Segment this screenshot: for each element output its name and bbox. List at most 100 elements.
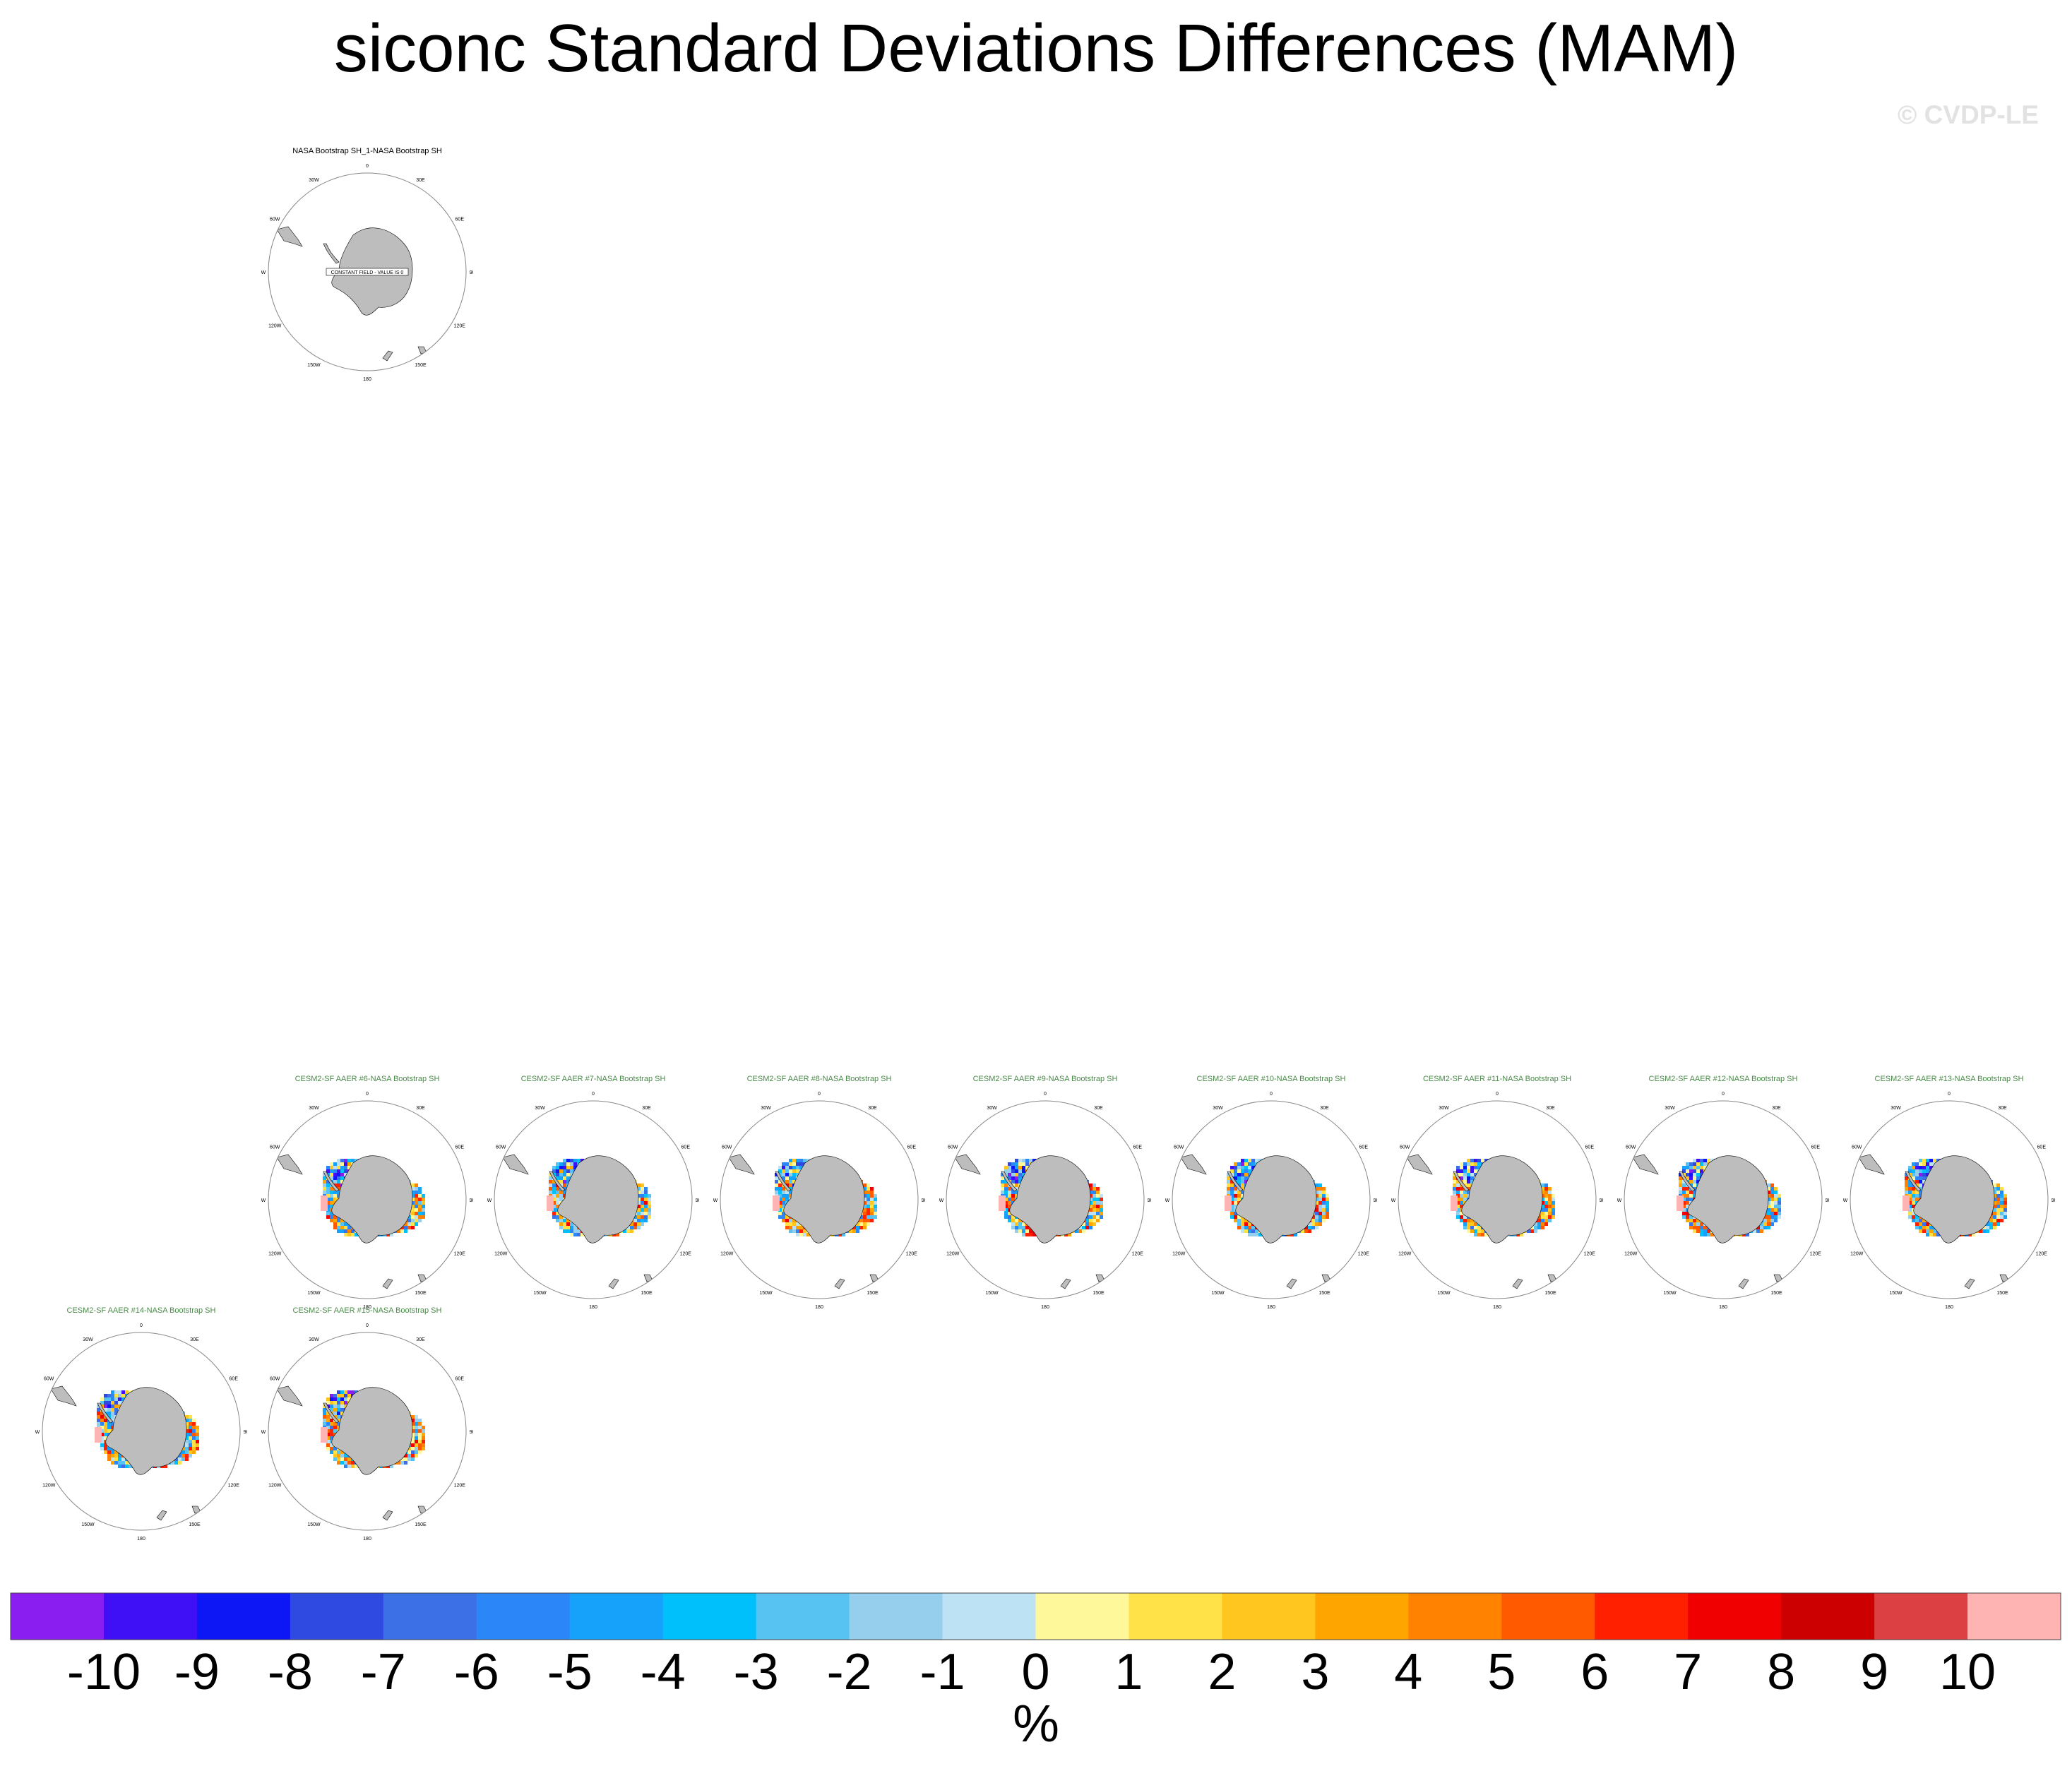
colorbar-swatch: [103, 1593, 198, 1640]
longitude-label: 60E: [681, 1145, 691, 1150]
sea-ice-cell: [340, 1173, 344, 1176]
sea-ice-cell: [775, 1187, 778, 1191]
sea-ice-cell: [2000, 1201, 2003, 1205]
sea-ice-cell: [118, 1394, 121, 1397]
sea-ice-cell: [1905, 1176, 1908, 1180]
sea-ice-cell: [799, 1226, 803, 1229]
sea-ice-cell: [1689, 1215, 1693, 1219]
sea-ice-cell: [1018, 1162, 1022, 1166]
sea-ice-cell: [1682, 1215, 1686, 1219]
sea-ice-cell: [1015, 1194, 1018, 1198]
sea-ice-cell: [573, 1159, 577, 1162]
sea-ice-cell: [323, 1415, 326, 1419]
sea-ice-cell: [1544, 1215, 1548, 1219]
sea-ice-cell: [1089, 1187, 1092, 1191]
sea-ice-cell: [1693, 1194, 1696, 1198]
sea-ice-cell: [1241, 1169, 1244, 1173]
sea-ice-cell: [570, 1222, 573, 1226]
longitude-label: 60W: [1852, 1145, 1862, 1150]
sea-ice-cell: [326, 1191, 330, 1194]
map-panel: CESM2-SF AAER #13-NASA Bootstrap SH 0 30E 6…: [1843, 1075, 2055, 1309]
map-boundary: [268, 1332, 467, 1531]
sea-ice-cell: [344, 1226, 347, 1229]
sea-ice-cell: [1926, 1159, 1929, 1162]
longitude-label: 30E: [1998, 1106, 2007, 1111]
sea-ice-cell: [111, 1457, 114, 1461]
sea-ice-cell: [1470, 1162, 1474, 1166]
map-panel: CESM2-SF AAER #8-NASA Bootstrap SH 0 30E 60…: [713, 1075, 925, 1309]
sea-ice-cell: [1470, 1222, 1474, 1226]
sea-ice-cell: [1993, 1219, 1996, 1222]
map-panel: CESM2-SF AAER #14-NASA Bootstrap SH 0 30E 6…: [35, 1306, 247, 1541]
sea-ice-cell: [1541, 1194, 1544, 1198]
sea-ice-cell: [1544, 1194, 1548, 1198]
sea-ice-cell: [196, 1447, 199, 1450]
sea-ice-cell: [1929, 1162, 1933, 1166]
sea-ice-cell: [1311, 1219, 1315, 1222]
sea-ice-cell: [1237, 1183, 1241, 1187]
sea-ice-cell: [1912, 1187, 1915, 1191]
sea-ice-cell: [1908, 1194, 1912, 1198]
sea-ice-cell: [340, 1390, 344, 1394]
sea-ice-cell: [1008, 1169, 1011, 1173]
tasmania-landmass: [417, 1505, 427, 1514]
longitude-label: 150W: [985, 1291, 999, 1296]
sea-ice-cell: [411, 1212, 415, 1215]
colorbar-tick-label: -1: [920, 1644, 965, 1696]
sea-ice-cell: [1470, 1176, 1474, 1180]
sea-ice-cell: [344, 1454, 347, 1457]
sea-ice-cell: [1008, 1173, 1011, 1176]
sea-ice-cell: [1460, 1169, 1463, 1173]
sea-ice-cell: [1085, 1215, 1089, 1219]
south-america-landmass: [728, 1154, 755, 1175]
sea-ice-cell: [552, 1194, 556, 1198]
sea-ice-cell: [1015, 1176, 1018, 1180]
sea-ice-cell: [863, 1201, 867, 1205]
sea-ice-cell: [867, 1212, 870, 1215]
sea-ice-cell: [1001, 1173, 1004, 1176]
sea-ice-cell: [641, 1219, 644, 1222]
sea-ice-cell: [2003, 1212, 2007, 1215]
sea-ice-cell: [422, 1429, 425, 1433]
longitude-label: 120W: [42, 1484, 56, 1489]
sea-ice-cell: [803, 1229, 806, 1233]
sea-ice-cell: [2000, 1187, 2003, 1191]
sea-ice-cell: [347, 1461, 351, 1465]
longitude-label: 120E: [454, 1252, 466, 1257]
sea-ice-cell: [1463, 1176, 1467, 1180]
longitude-label: 90W: [261, 1430, 266, 1435]
sea-ice-cell: [616, 1233, 619, 1236]
sea-ice-cell: [552, 1166, 556, 1169]
sea-ice-cell: [192, 1419, 196, 1422]
sea-ice-cell: [566, 1222, 570, 1226]
colorbar-swatch: [849, 1593, 943, 1640]
sea-ice-cell: [863, 1187, 867, 1191]
sea-ice-cell: [1237, 1180, 1241, 1183]
longitude-label: 30W: [987, 1106, 997, 1111]
new-zealand-landmass: [156, 1510, 167, 1521]
sea-ice-cell: [1929, 1159, 1933, 1162]
sea-ice-cell: [192, 1443, 196, 1447]
sea-ice-cell: [1004, 1215, 1008, 1219]
sea-ice-cell: [418, 1212, 422, 1215]
sea-ice-cell: [773, 1195, 780, 1211]
sea-ice-cell: [556, 1219, 559, 1222]
sea-ice-cell: [181, 1447, 185, 1450]
sea-ice-cell: [418, 1219, 422, 1222]
colorbar-swatch: [290, 1593, 384, 1640]
sea-ice-cell: [1004, 1191, 1008, 1194]
sea-ice-cell: [415, 1422, 418, 1426]
longitude-label: 120E: [1584, 1252, 1596, 1257]
sea-ice-cell: [1926, 1173, 1929, 1176]
longitude-label: 60W: [270, 1377, 280, 1382]
sea-ice-cell: [192, 1447, 196, 1450]
sea-ice-cell: [2003, 1194, 2007, 1198]
sea-ice-cell: [337, 1162, 340, 1166]
sea-ice-cell: [407, 1454, 411, 1457]
sea-ice-cell: [1318, 1219, 1322, 1222]
colorbar-swatch: [1129, 1593, 1222, 1640]
sea-ice-cell: [1089, 1194, 1092, 1198]
sea-ice-cell: [1908, 1183, 1912, 1187]
sea-ice-cell: [1919, 1229, 1922, 1233]
sea-ice-cell: [778, 1215, 782, 1219]
